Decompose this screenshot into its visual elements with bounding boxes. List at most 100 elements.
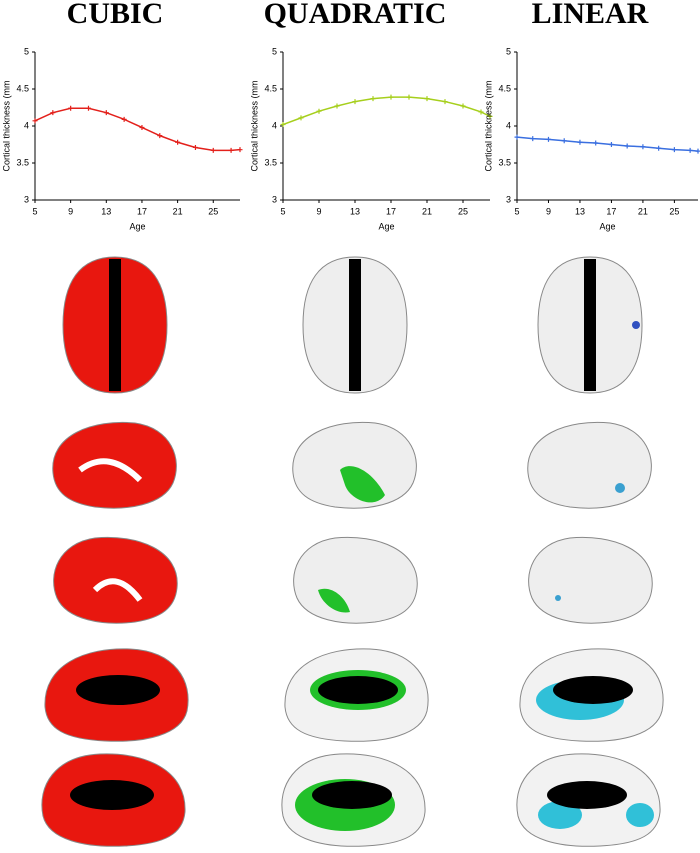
data-point — [228, 147, 234, 153]
x-tick-label: 9 — [68, 206, 73, 216]
y-axis-label: Cortical thickness (mm — [483, 80, 493, 171]
data-point — [424, 96, 430, 102]
data-line — [282, 96, 491, 126]
x-tick-label: 17 — [137, 206, 147, 216]
data-point — [442, 99, 448, 105]
data-point — [370, 96, 376, 102]
data-point — [514, 134, 520, 140]
y-tick-label: 3 — [272, 194, 277, 204]
data-point — [192, 144, 198, 150]
data-point — [316, 108, 322, 114]
data-point — [695, 148, 700, 154]
midline — [109, 259, 121, 391]
data-point — [640, 144, 646, 150]
data-point — [687, 147, 693, 153]
x-tick-label: 21 — [638, 206, 648, 216]
x-tick-label: 17 — [386, 206, 396, 216]
brain-panels — [41, 256, 664, 847]
x-tick-label: 25 — [458, 206, 468, 216]
corpus-callosum — [312, 781, 392, 809]
y-tick-label: 4 — [24, 120, 29, 130]
corpus-callosum — [70, 780, 154, 810]
y-tick-label: 3.5 — [16, 157, 29, 167]
x-tick-label: 25 — [669, 206, 679, 216]
x-axis-label: Age — [599, 221, 615, 231]
x-tick-label: 17 — [606, 206, 616, 216]
data-point — [237, 147, 243, 153]
midline — [584, 259, 596, 391]
y-tick-label: 3 — [506, 194, 511, 204]
corpus-callosum — [553, 676, 633, 704]
data-point — [577, 139, 583, 145]
x-tick-label: 21 — [173, 206, 183, 216]
data-point — [50, 110, 56, 116]
y-tick-label: 3.5 — [264, 157, 277, 167]
x-tick-label: 13 — [350, 206, 360, 216]
overlay — [555, 595, 561, 601]
column-title: CUBIC — [67, 0, 164, 30]
x-tick-label: 21 — [422, 206, 432, 216]
data-point — [280, 122, 286, 128]
brain-lateral — [527, 421, 652, 509]
overlay — [626, 803, 654, 827]
data-point — [671, 147, 677, 153]
y-tick-label: 5 — [272, 46, 277, 56]
data-point — [593, 140, 599, 146]
y-axis-label: Cortical thickness (mm — [249, 80, 259, 171]
x-tick-label: 13 — [575, 206, 585, 216]
data-point — [545, 136, 551, 142]
y-tick-label: 5 — [506, 46, 511, 56]
midline — [349, 259, 361, 391]
y-tick-label: 5 — [24, 46, 29, 56]
x-tick-label: 9 — [546, 206, 551, 216]
y-tick-label: 4.5 — [498, 83, 511, 93]
data-point — [85, 105, 91, 111]
data-line — [34, 107, 241, 152]
data-point — [487, 113, 493, 119]
overlay — [318, 588, 350, 613]
y-tick-label: 4 — [506, 120, 511, 130]
overlay — [615, 483, 625, 493]
data-point — [103, 110, 109, 116]
overlay — [340, 466, 385, 503]
data-point — [139, 124, 145, 130]
corpus-callosum — [318, 676, 398, 704]
brain-lateral — [528, 536, 653, 624]
column-title: QUADRATIC — [264, 0, 447, 30]
y-axis-label: Cortical thickness (mm — [1, 80, 11, 171]
brain-lateral — [293, 536, 418, 624]
data-point — [121, 116, 127, 122]
x-tick-label: 25 — [208, 206, 218, 216]
column-title: LINEAR — [532, 0, 649, 30]
data-point — [530, 136, 536, 142]
y-tick-label: 3.5 — [498, 157, 511, 167]
data-line — [516, 136, 699, 152]
data-point — [406, 94, 412, 100]
data-point — [210, 147, 216, 153]
sulcus — [78, 458, 143, 483]
y-tick-label: 3 — [24, 194, 29, 204]
sulcus — [92, 578, 143, 602]
data-point — [460, 103, 466, 109]
data-point — [175, 139, 181, 145]
x-axis-label: Age — [378, 221, 394, 231]
corpus-callosum — [76, 675, 160, 705]
data-point — [478, 109, 484, 115]
data-point — [298, 115, 304, 121]
data-point — [334, 103, 340, 109]
data-point — [32, 118, 38, 124]
y-tick-label: 4.5 — [16, 83, 29, 93]
data-point — [157, 133, 163, 139]
x-tick-label: 5 — [514, 206, 519, 216]
x-tick-label: 9 — [316, 206, 321, 216]
data-point — [608, 142, 614, 147]
data-point — [656, 145, 662, 151]
overlay — [632, 321, 640, 329]
y-tick-label: 4 — [272, 120, 277, 130]
data-point — [624, 143, 630, 149]
x-axis-label: Age — [129, 221, 145, 231]
x-tick-label: 5 — [32, 206, 37, 216]
x-tick-label: 13 — [101, 206, 111, 216]
